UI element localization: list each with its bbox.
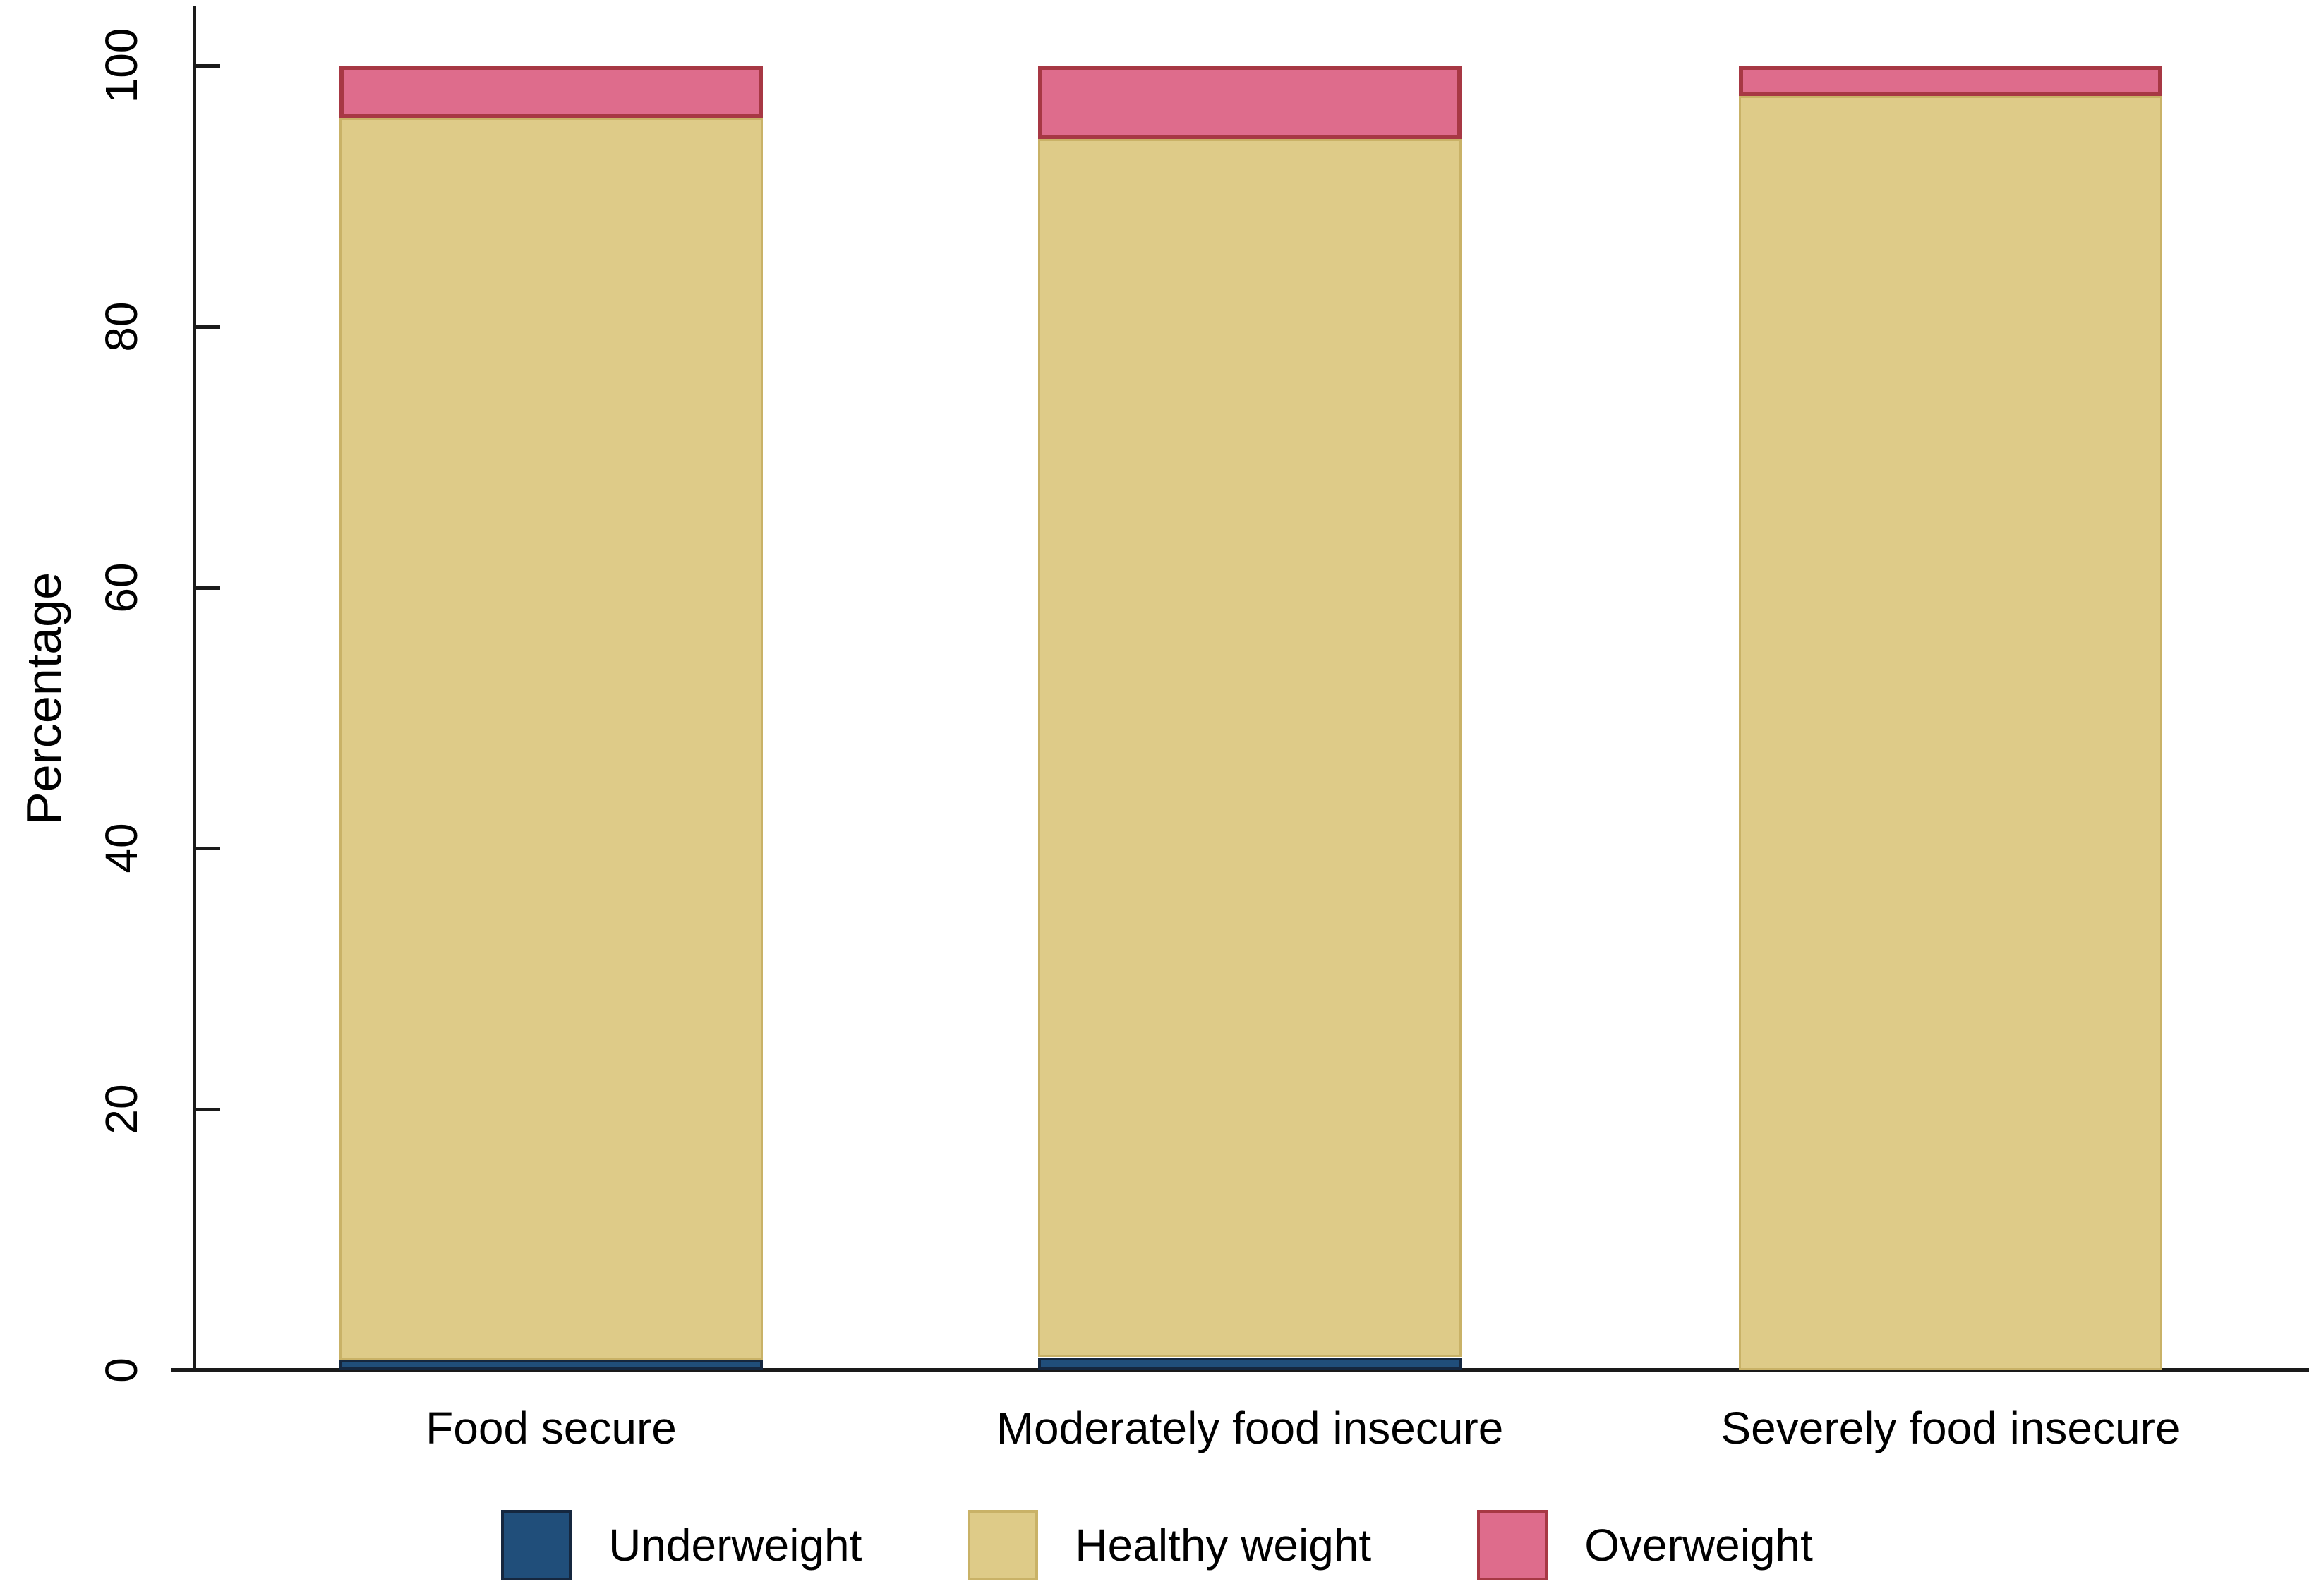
legend-label: Underweight <box>608 1520 862 1571</box>
x-axis-label: Moderately food insecure <box>996 1403 1504 1453</box>
bar-segment-overweight <box>339 66 763 118</box>
bar-segment-overweight <box>1739 66 2162 96</box>
legend-label: Healthy weight <box>1075 1520 1372 1571</box>
y-tick-mark <box>196 586 220 590</box>
bar-segment-healthy-weight <box>1038 138 1462 1358</box>
y-tick-label: 60 <box>96 562 147 613</box>
y-tick-label: 40 <box>96 823 147 873</box>
legend-swatch-icon <box>501 1510 572 1580</box>
x-axis-label: Severely food insecure <box>1721 1403 2181 1453</box>
x-axis-label: Food secure <box>426 1403 677 1453</box>
legend-entry: Healthy weight <box>968 1510 1371 1580</box>
legend-swatch-icon <box>1477 1510 1548 1580</box>
bar-segment-underweight <box>1038 1357 1462 1370</box>
legend-entry: Underweight <box>501 1510 862 1580</box>
y-tick-label: 80 <box>96 301 147 352</box>
y-tick-mark <box>196 325 220 329</box>
y-tick-label: 100 <box>96 28 147 104</box>
y-tick-mark <box>196 64 220 68</box>
y-tick-mark <box>196 847 220 851</box>
bar-segment-overweight <box>1038 66 1462 139</box>
bar-segment-underweight <box>339 1360 763 1370</box>
y-tick-label: 0 <box>96 1358 147 1383</box>
y-axis-line <box>193 6 196 1370</box>
legend-entry: Overweight <box>1477 1510 1813 1580</box>
legend-swatch-icon <box>968 1510 1039 1580</box>
legend: Underweight Healthy weight Overweight <box>0 1510 2314 1580</box>
y-tick-mark <box>196 1108 220 1112</box>
y-tick-label: 20 <box>96 1084 147 1135</box>
bar-segment-healthy-weight <box>339 117 763 1360</box>
legend-label: Overweight <box>1584 1520 1813 1571</box>
y-axis-title: Percentage <box>16 572 71 826</box>
x-axis-line <box>171 1368 2309 1372</box>
bar-segment-healthy-weight <box>1739 95 2162 1370</box>
